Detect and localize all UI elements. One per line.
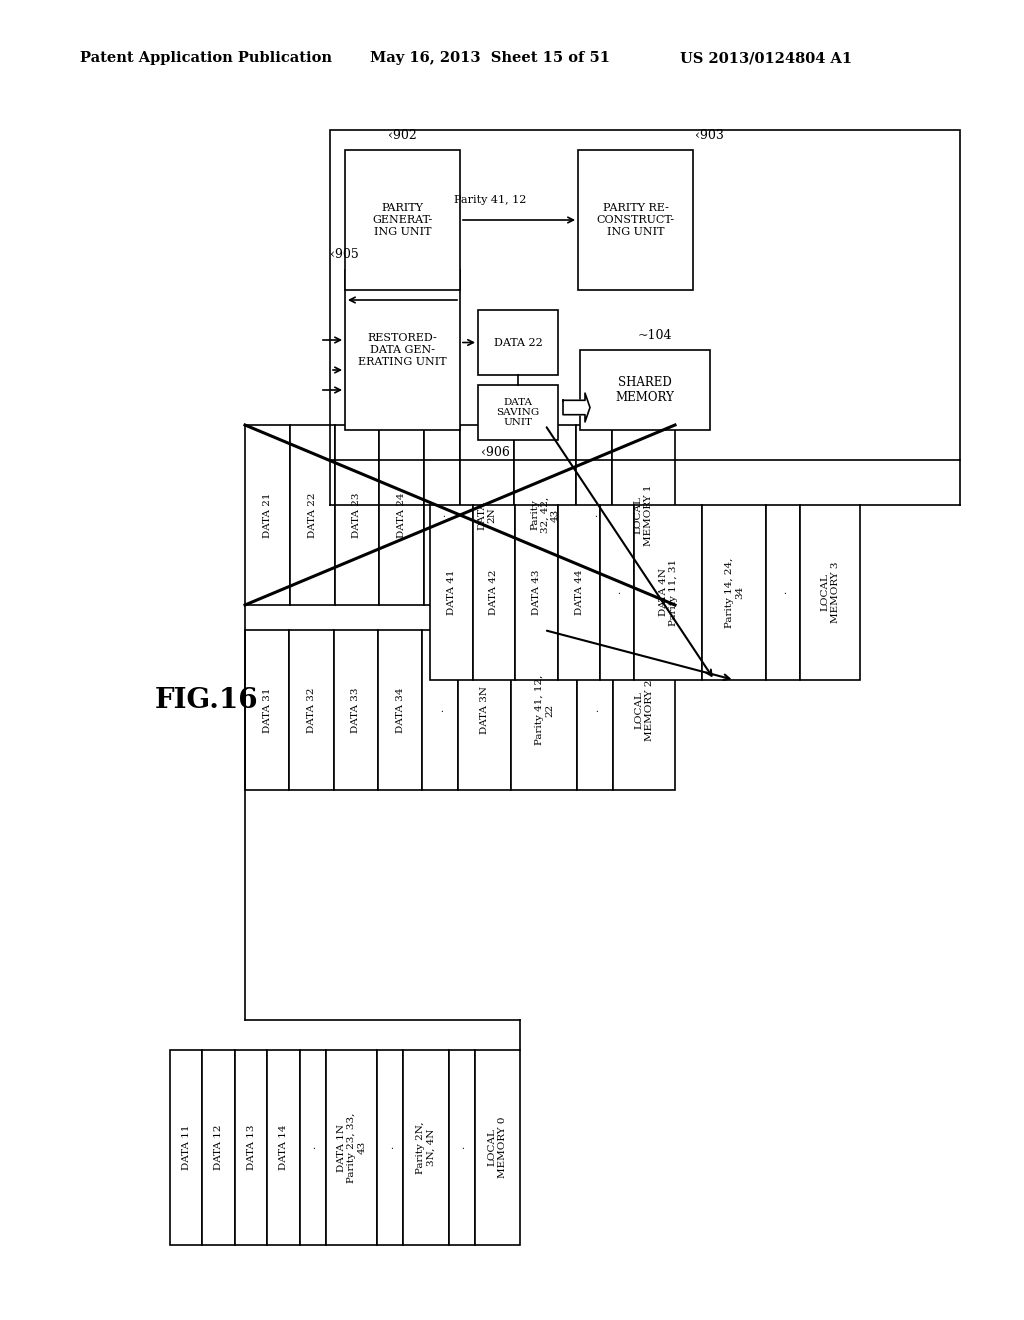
Text: DATA 12: DATA 12	[214, 1125, 223, 1171]
Bar	[345, 150, 460, 290]
Bar	[422, 630, 458, 789]
Text: ‹905: ‹905	[330, 248, 358, 261]
Text: .: .	[308, 1146, 317, 1150]
Text: .: .	[612, 591, 622, 594]
Text: LOCAL
MEMORY 1: LOCAL MEMORY 1	[634, 484, 653, 545]
Bar	[558, 506, 600, 680]
Bar	[515, 506, 558, 680]
Bar	[475, 1049, 520, 1245]
Bar	[634, 506, 702, 680]
Bar	[170, 1049, 203, 1245]
Text: DATA 24: DATA 24	[397, 492, 407, 537]
Polygon shape	[563, 393, 590, 422]
Text: May 16, 2013  Sheet 15 of 51: May 16, 2013 Sheet 15 of 51	[370, 51, 610, 65]
Text: DATA
SAVING
UNIT: DATA SAVING UNIT	[497, 397, 540, 428]
Bar	[335, 425, 379, 605]
Bar	[578, 150, 693, 290]
Text: ~104: ~104	[638, 329, 672, 342]
Bar	[267, 1049, 300, 1245]
Text: FIG.16: FIG.16	[155, 686, 259, 714]
Text: Parity 41, 12,
22: Parity 41, 12, 22	[535, 675, 554, 746]
Text: .: .	[437, 513, 446, 516]
Bar	[424, 425, 460, 605]
Text: .: .	[386, 1146, 395, 1150]
Bar	[430, 506, 472, 680]
Text: DATA 22: DATA 22	[307, 492, 316, 537]
Bar	[613, 630, 675, 789]
Text: DATA 42: DATA 42	[489, 570, 499, 615]
Text: DATA 43: DATA 43	[531, 570, 541, 615]
Text: .: .	[457, 1146, 466, 1150]
Bar	[580, 350, 710, 430]
Text: LOCAL
MEMORY 2: LOCAL MEMORY 2	[634, 680, 653, 741]
Bar	[460, 425, 514, 605]
Text: .: .	[590, 513, 599, 516]
Text: ‹906: ‹906	[481, 446, 510, 458]
Text: DATA 34: DATA 34	[395, 688, 404, 733]
Text: DATA 4N
Parity 11, 31: DATA 4N Parity 11, 31	[658, 558, 678, 626]
Bar	[612, 425, 675, 605]
Text: DATA 31: DATA 31	[263, 688, 271, 733]
Text: DATA 3N: DATA 3N	[480, 686, 488, 734]
Bar	[801, 506, 860, 680]
Bar	[472, 506, 515, 680]
Bar	[766, 506, 801, 680]
Bar	[478, 310, 558, 375]
Bar	[600, 506, 634, 680]
Text: DATA 11: DATA 11	[181, 1125, 190, 1171]
Text: Parity 41, 12: Parity 41, 12	[454, 195, 526, 205]
Text: DATA 22: DATA 22	[494, 338, 543, 347]
Bar	[403, 1049, 449, 1245]
Bar	[458, 630, 511, 789]
Bar	[378, 1049, 403, 1245]
Text: RESTORED-
DATA GEN-
ERATING UNIT: RESTORED- DATA GEN- ERATING UNIT	[358, 334, 446, 367]
Bar	[478, 385, 558, 440]
Text: Parity 2N,
3N, 4N: Parity 2N, 3N, 4N	[417, 1121, 436, 1173]
Text: ‹903: ‹903	[695, 129, 724, 143]
Text: PARITY
GENERAT-
ING UNIT: PARITY GENERAT- ING UNIT	[373, 203, 432, 236]
Text: PARITY RE-
CONSTRUCT-
ING UNIT: PARITY RE- CONSTRUCT- ING UNIT	[596, 203, 675, 236]
Text: DATA 32: DATA 32	[307, 688, 316, 733]
Text: DATA 44: DATA 44	[574, 570, 584, 615]
Bar	[245, 630, 290, 789]
Bar	[514, 425, 577, 605]
Bar	[326, 1049, 378, 1245]
Text: Parity
32, 42,
43: Parity 32, 42, 43	[530, 496, 560, 533]
Bar	[378, 630, 422, 789]
Bar	[578, 630, 613, 789]
Bar	[290, 425, 335, 605]
Bar	[234, 1049, 267, 1245]
Bar	[379, 425, 424, 605]
Bar	[245, 425, 290, 605]
Text: SHARED
MEMORY: SHARED MEMORY	[615, 376, 675, 404]
Text: US 2013/0124804 A1: US 2013/0124804 A1	[680, 51, 852, 65]
Text: DATA 21: DATA 21	[263, 492, 272, 537]
Text: Patent Application Publication: Patent Application Publication	[80, 51, 332, 65]
Bar	[449, 1049, 475, 1245]
Bar	[334, 630, 378, 789]
Text: DATA 23: DATA 23	[352, 492, 361, 537]
Bar	[290, 630, 334, 789]
Text: LOCAL
MEMORY 0: LOCAL MEMORY 0	[487, 1117, 507, 1179]
Text: Parity 14, 24,
34: Parity 14, 24, 34	[725, 557, 744, 628]
Text: LOCAL
MEMORY 3: LOCAL MEMORY 3	[820, 562, 840, 623]
Text: .: .	[779, 591, 787, 594]
Text: DATA 13: DATA 13	[247, 1125, 256, 1171]
Bar	[330, 129, 961, 459]
Text: ‹902: ‹902	[388, 129, 417, 143]
Text: DATA 41: DATA 41	[446, 570, 456, 615]
Bar	[511, 630, 578, 789]
Bar	[345, 271, 460, 430]
Bar	[203, 1049, 234, 1245]
Bar	[577, 425, 612, 605]
Text: DATA 14: DATA 14	[279, 1125, 288, 1171]
Text: DATA 1N
Parity 23, 33,
43: DATA 1N Parity 23, 33, 43	[337, 1113, 367, 1183]
Bar	[300, 1049, 326, 1245]
Text: .: .	[435, 709, 444, 711]
Bar	[702, 506, 766, 680]
Text: DATA 33: DATA 33	[351, 688, 360, 733]
Text: .: .	[591, 709, 600, 711]
Text: DATA
2N: DATA 2N	[477, 500, 497, 529]
